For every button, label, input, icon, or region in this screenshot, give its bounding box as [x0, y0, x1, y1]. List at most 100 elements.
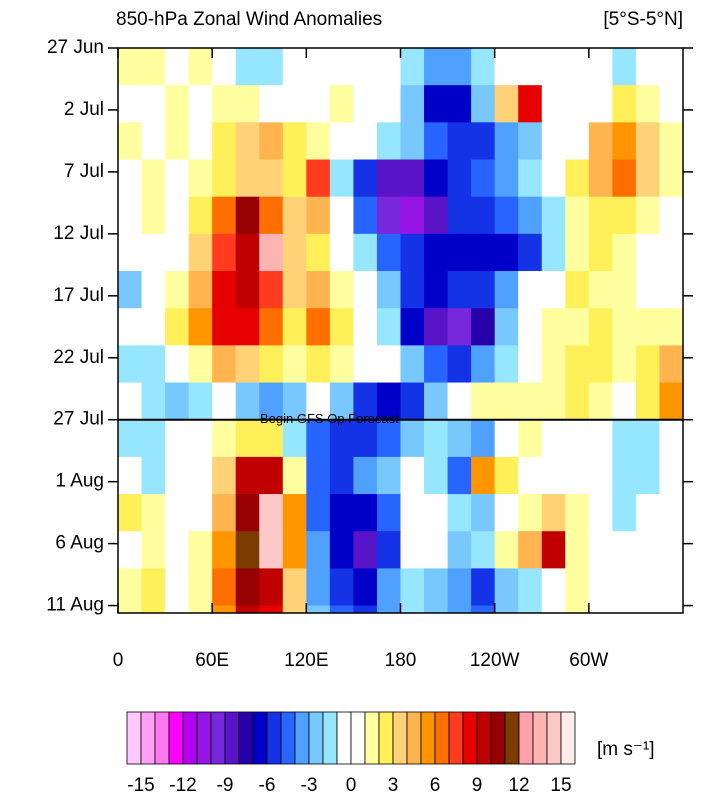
cell	[471, 271, 496, 309]
colorbar-label: -6	[259, 775, 276, 796]
cell	[141, 308, 166, 346]
cell	[188, 568, 213, 607]
cell	[329, 345, 354, 384]
cell	[541, 271, 566, 309]
cell	[259, 271, 284, 309]
cell	[165, 122, 190, 161]
cell	[494, 382, 519, 421]
cell	[235, 122, 260, 161]
cell	[329, 196, 354, 235]
cell	[118, 419, 143, 458]
cell	[588, 568, 613, 607]
cell	[447, 605, 472, 613]
cell	[235, 85, 260, 123]
cell	[612, 568, 637, 607]
colorbar-box	[182, 711, 198, 765]
cell	[212, 494, 237, 532]
colorbar-label: -12	[169, 775, 196, 796]
cell	[329, 159, 354, 198]
cell	[141, 419, 166, 458]
cell	[635, 85, 660, 123]
cell	[165, 308, 190, 346]
cell	[612, 605, 637, 613]
cell	[188, 308, 213, 346]
cell	[400, 494, 425, 532]
cell	[494, 85, 519, 123]
cell	[494, 233, 519, 272]
cell	[306, 308, 331, 346]
cell	[518, 48, 543, 86]
cell	[518, 196, 543, 235]
colorbar-box	[294, 711, 310, 765]
cell	[659, 159, 683, 198]
cell	[353, 456, 378, 495]
cell	[424, 419, 449, 458]
chart-subtitle: [5°S-5°N]	[603, 9, 683, 30]
cell	[259, 568, 284, 607]
cell	[541, 233, 566, 272]
cell	[635, 494, 660, 532]
cell	[235, 531, 260, 569]
colorbar-units: [m s⁻¹]	[597, 739, 655, 760]
cell	[494, 196, 519, 235]
cell	[400, 233, 425, 272]
y-tick-label: 2 Jul	[64, 99, 104, 120]
cell	[141, 85, 166, 123]
cell	[165, 233, 190, 272]
cell	[282, 456, 307, 495]
cell	[212, 159, 237, 198]
cell	[659, 531, 683, 569]
cell	[353, 419, 378, 458]
cell	[471, 48, 496, 86]
cell	[612, 196, 637, 235]
x-tick-label: 120W	[470, 650, 520, 671]
cell	[259, 122, 284, 161]
cell	[306, 196, 331, 235]
cell	[424, 382, 449, 421]
cell	[588, 48, 613, 86]
cell	[447, 85, 472, 123]
cell	[447, 271, 472, 309]
cell	[659, 308, 683, 346]
colorbar-label: 0	[346, 775, 357, 796]
cell	[541, 531, 566, 569]
cell	[635, 233, 660, 272]
cell	[541, 456, 566, 495]
cell	[306, 494, 331, 532]
cell	[353, 233, 378, 272]
cell	[353, 85, 378, 123]
cell	[376, 382, 401, 421]
cell	[376, 122, 401, 161]
cell	[376, 568, 401, 607]
cell	[188, 531, 213, 569]
forecast-label: Begin GFS Op Forecast	[260, 411, 399, 426]
cell	[400, 159, 425, 198]
cell	[259, 345, 284, 384]
cell	[118, 382, 143, 421]
cell	[188, 271, 213, 309]
cell	[565, 85, 590, 123]
cell	[188, 605, 213, 613]
cell	[376, 494, 401, 532]
cell	[565, 159, 590, 198]
cell	[565, 456, 590, 495]
cell	[518, 531, 543, 569]
cell	[424, 308, 449, 346]
cell	[118, 122, 143, 161]
cell	[565, 122, 590, 161]
colorbar-box	[406, 711, 422, 765]
cell	[612, 456, 637, 495]
colorbar-box	[392, 711, 408, 765]
cell	[282, 48, 307, 86]
cell	[447, 531, 472, 569]
cell	[400, 122, 425, 161]
x-tick-label: 60W	[569, 650, 608, 671]
cell	[565, 233, 590, 272]
cell	[400, 48, 425, 86]
cell	[635, 419, 660, 458]
colorbar-box	[490, 711, 506, 765]
x-tick-label: 120E	[284, 650, 328, 671]
cell	[118, 345, 143, 384]
cell	[259, 382, 284, 421]
cell	[424, 271, 449, 309]
